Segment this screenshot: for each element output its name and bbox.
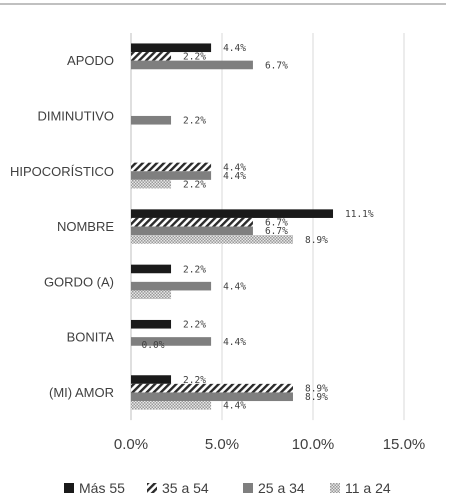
data-label-mas-55-gordo-a: 2.2% bbox=[183, 264, 206, 275]
bar-11-a-24-nombre bbox=[131, 235, 293, 244]
data-label-mas-55-apodo: 4.4% bbox=[223, 43, 246, 54]
data-label-mas-55-mi-amor: 2.2% bbox=[183, 375, 206, 386]
bar-35-a-54-nombre bbox=[131, 217, 253, 227]
category-label-diminutivo: DIMINUTIVO bbox=[37, 108, 114, 123]
category-label-apodo: APODO bbox=[67, 53, 114, 68]
data-label-25-a-34-apodo: 6.7% bbox=[265, 60, 288, 71]
data-label-35-a-54-apodo: 2.2% bbox=[183, 52, 206, 63]
data-label-25-a-34-bonita: 4.4% bbox=[223, 337, 246, 348]
data-label-25-a-34-nombre: 6.7% bbox=[265, 226, 288, 237]
data-label-35-a-54-bonita: 0.0% bbox=[142, 340, 165, 351]
legend-label-25-a-34: 25 a 34 bbox=[258, 480, 305, 496]
category-label-gordo-a: GORDO (A) bbox=[44, 274, 114, 289]
legend-label-mas-55: Más 55 bbox=[79, 480, 125, 496]
x-tick-label: 15.0% bbox=[383, 436, 426, 453]
data-label-11-a-24-nombre: 8.9% bbox=[305, 235, 328, 246]
category-label-mi-amor: (MI) AMOR bbox=[49, 385, 114, 400]
bar-mas-55-nombre bbox=[131, 209, 334, 218]
data-label-25-a-34-gordo-a: 4.4% bbox=[223, 281, 246, 292]
legend-swatch-25-a-34 bbox=[243, 483, 253, 493]
bar-25-a-34-apodo bbox=[131, 60, 253, 70]
data-label-35-a-54-mi-amor: 8.9% bbox=[305, 383, 328, 394]
data-label-11-a-24-hipocoristico: 2.2% bbox=[183, 179, 206, 190]
data-label-25-a-34-diminutivo: 2.2% bbox=[183, 116, 206, 127]
legend: Más 55 35 a 54 25 a 34 11 a 24 bbox=[64, 480, 391, 496]
data-label-25-a-34-mi-amor: 8.9% bbox=[305, 392, 328, 403]
data-label-mas-55-nombre: 11.1% bbox=[345, 209, 374, 220]
legend-label-35-a-54: 35 a 54 bbox=[162, 480, 209, 496]
legend-swatch-35-a-54 bbox=[147, 483, 157, 493]
category-label-hipocoristico: HIPOCORÍSTICO bbox=[10, 164, 114, 179]
category-label-bonita: BONITA bbox=[67, 330, 115, 345]
bar-11-a-24-mi-amor bbox=[131, 401, 212, 410]
x-tick-label: 0.0% bbox=[114, 436, 148, 453]
data-label-11-a-24-mi-amor: 4.4% bbox=[223, 401, 246, 412]
bars bbox=[131, 43, 334, 410]
bar-mas-55-gordo-a bbox=[131, 264, 172, 274]
bar-25-a-34-diminutivo bbox=[131, 115, 172, 125]
data-label-mas-55-bonita: 2.2% bbox=[183, 320, 206, 331]
bar-mas-55-apodo bbox=[131, 43, 212, 53]
bar-35-a-54-mi-amor bbox=[131, 383, 293, 393]
bar-11-a-24-hipocoristico bbox=[131, 179, 172, 189]
bar-11-a-24-gordo-a bbox=[131, 290, 172, 300]
bar-25-a-34-hipocoristico bbox=[131, 171, 212, 180]
bar-35-a-54-hipocoristico bbox=[131, 162, 212, 172]
data-label-35-a-54-hipocoristico: 4.4% bbox=[223, 162, 246, 173]
x-tick-labels: 0.0% 5.0% 10.0% 15.0% bbox=[114, 436, 425, 453]
legend-swatch-11-a-24 bbox=[330, 483, 340, 493]
legend-swatch-mas-55 bbox=[64, 483, 74, 493]
bar-35-a-54-apodo bbox=[131, 52, 172, 61]
bar-mas-55-bonita bbox=[131, 319, 172, 329]
data-label-25-a-34-hipocoristico: 4.4% bbox=[223, 171, 246, 182]
bar-mas-55-mi-amor bbox=[131, 375, 172, 384]
data-label-35-a-54-nombre: 6.7% bbox=[265, 218, 288, 229]
x-tick-label: 10.0% bbox=[292, 436, 335, 453]
bar-25-a-34-mi-amor bbox=[131, 392, 293, 402]
bar-25-a-34-gordo-a bbox=[131, 281, 212, 291]
category-labels: APODO DIMINUTIVO HIPOCORÍSTICO NOMBRE GORDO … bbox=[10, 53, 114, 400]
data-labels: 4.4% 11.1% 2.2% 2.2% 2.2% 2.2% 4.4% 6.7% 0.0% 8.9… bbox=[142, 43, 374, 412]
category-label-nombre: NOMBRE bbox=[57, 219, 114, 234]
bar-25-a-34-nombre bbox=[131, 226, 253, 236]
legend-label-11-a-24: 11 a 24 bbox=[345, 480, 391, 496]
bar-25-a-34-bonita bbox=[131, 337, 212, 346]
x-tick-label: 5.0% bbox=[205, 436, 239, 453]
